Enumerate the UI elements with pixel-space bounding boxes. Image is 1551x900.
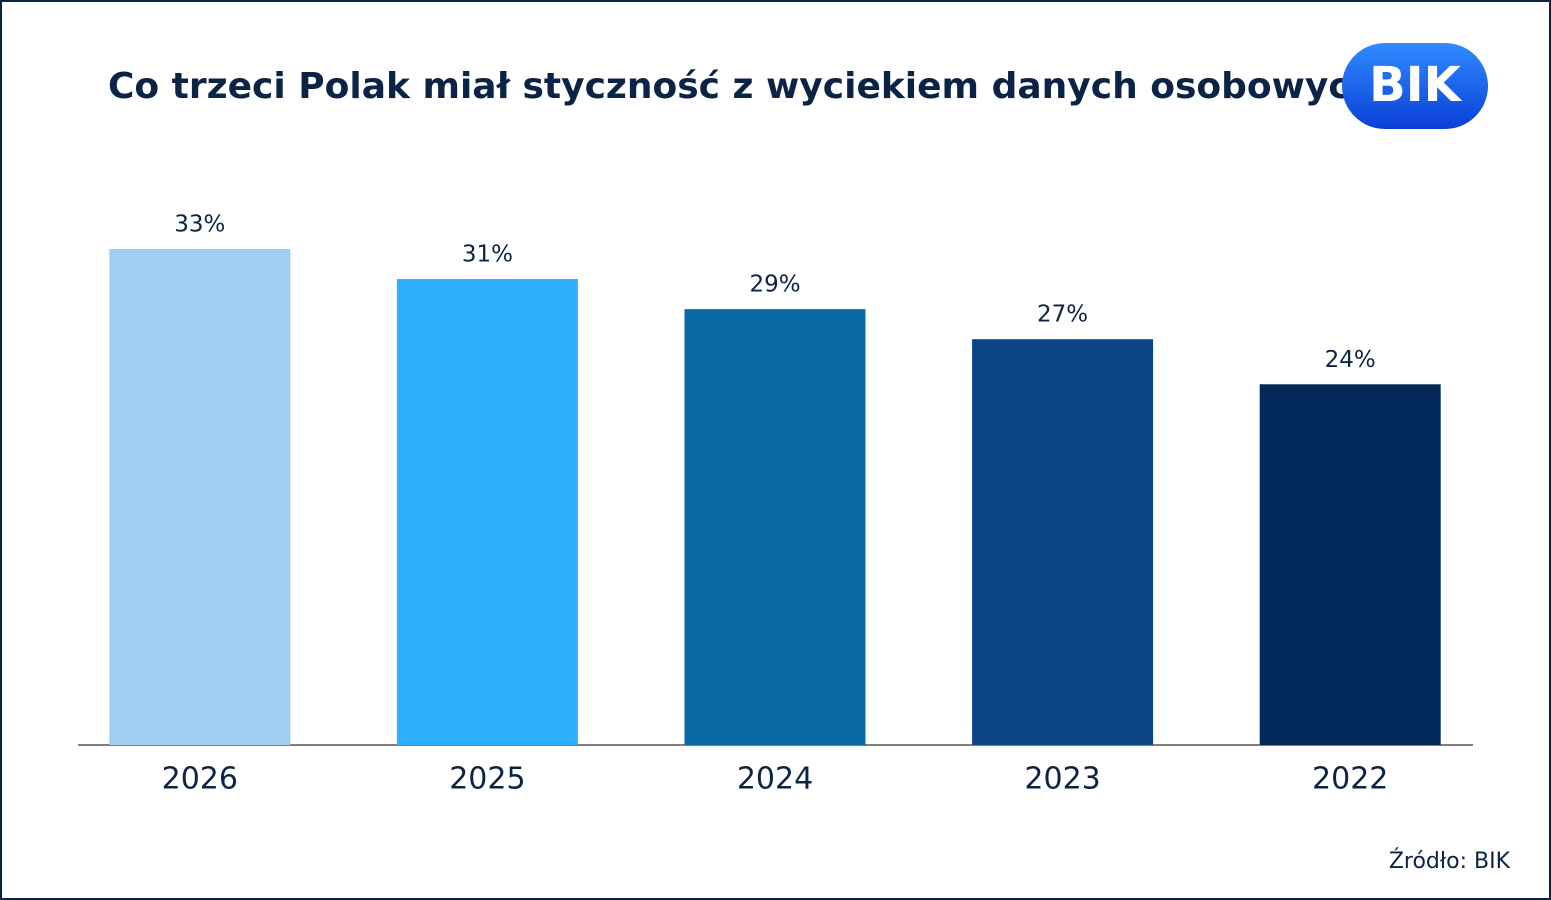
bar	[972, 339, 1154, 745]
value-label: 24%	[1325, 347, 1376, 373]
x-tick-label: 2026	[162, 762, 238, 797]
logo-text: BIK	[1369, 57, 1462, 113]
bar	[109, 249, 291, 745]
value-label: 33%	[174, 212, 225, 238]
x-tick-label: 2022	[1312, 762, 1388, 797]
x-tick-label: 2023	[1024, 762, 1100, 797]
x-tick-label: 2024	[737, 762, 813, 797]
bar	[396, 279, 578, 745]
bar	[684, 309, 866, 745]
chart-title: Co trzeci Polak miał styczność z wycieki…	[108, 66, 1375, 107]
x-tick-label: 2025	[449, 762, 525, 797]
value-label: 31%	[462, 242, 513, 268]
value-label: 27%	[1037, 302, 1088, 328]
logo: BIK	[1342, 43, 1488, 129]
value-label: 29%	[749, 272, 800, 298]
source: Źródło: BIK	[1389, 848, 1511, 874]
logo-body	[1385, 43, 1445, 129]
bar	[1259, 384, 1441, 745]
